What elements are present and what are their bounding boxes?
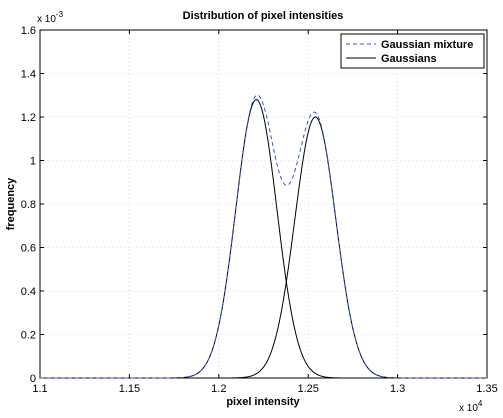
x-axis-label: pixel intensity xyxy=(226,396,300,408)
legend-box xyxy=(340,33,485,69)
legend-label-gaussians: Gaussians xyxy=(381,53,437,65)
x-axis-multiplier: x 104 xyxy=(459,399,483,413)
x-tick-label: 1.2 xyxy=(211,383,226,395)
y-tick-label: 0.8 xyxy=(21,199,36,211)
y-tick-label: 0.6 xyxy=(21,243,36,255)
y-tick-label: 0 xyxy=(30,373,36,385)
x-tick-label: 1.3 xyxy=(390,383,405,395)
x-axis-multiplier-exponent: 4 xyxy=(478,399,483,408)
y-axis-multiplier: x 10-3 xyxy=(37,10,64,25)
y-tick-label: 1.4 xyxy=(21,69,36,81)
x-axis-ticks: 1.1 1.15 1.2 1.25 1.3 1.35 xyxy=(32,30,498,395)
legend: Gaussian mixture Gaussians xyxy=(340,33,485,69)
curves xyxy=(40,94,487,379)
grid xyxy=(40,30,487,378)
y-tick-label: 1 xyxy=(30,156,36,168)
x-axis-multiplier-base: x 10 xyxy=(459,403,478,413)
y-axis-multiplier-base: x 10 xyxy=(37,14,56,25)
x-tick-label: 1.1 xyxy=(32,383,47,395)
y-tick-label: 1.6 xyxy=(21,25,36,37)
y-tick-label: 0.2 xyxy=(21,330,36,342)
gaussian-component-2 xyxy=(40,116,487,379)
chart-title: Distribution of pixel intensities xyxy=(183,10,344,22)
y-axis-multiplier-exponent: -3 xyxy=(56,10,64,19)
legend-label-gaussian-mixture: Gaussian mixture xyxy=(381,39,473,51)
x-tick-label: 1.15 xyxy=(119,383,140,395)
y-tick-label: 1.2 xyxy=(21,112,36,124)
y-tick-label: 0.4 xyxy=(21,286,36,298)
y-axis-ticks: 0 0.2 0.4 0.6 0.8 1 1.2 1.4 1.6 xyxy=(21,25,487,385)
y-axis-label: frequency xyxy=(5,177,17,230)
x-tick-label: 1.35 xyxy=(476,383,497,395)
x-tick-label: 1.25 xyxy=(297,383,318,395)
